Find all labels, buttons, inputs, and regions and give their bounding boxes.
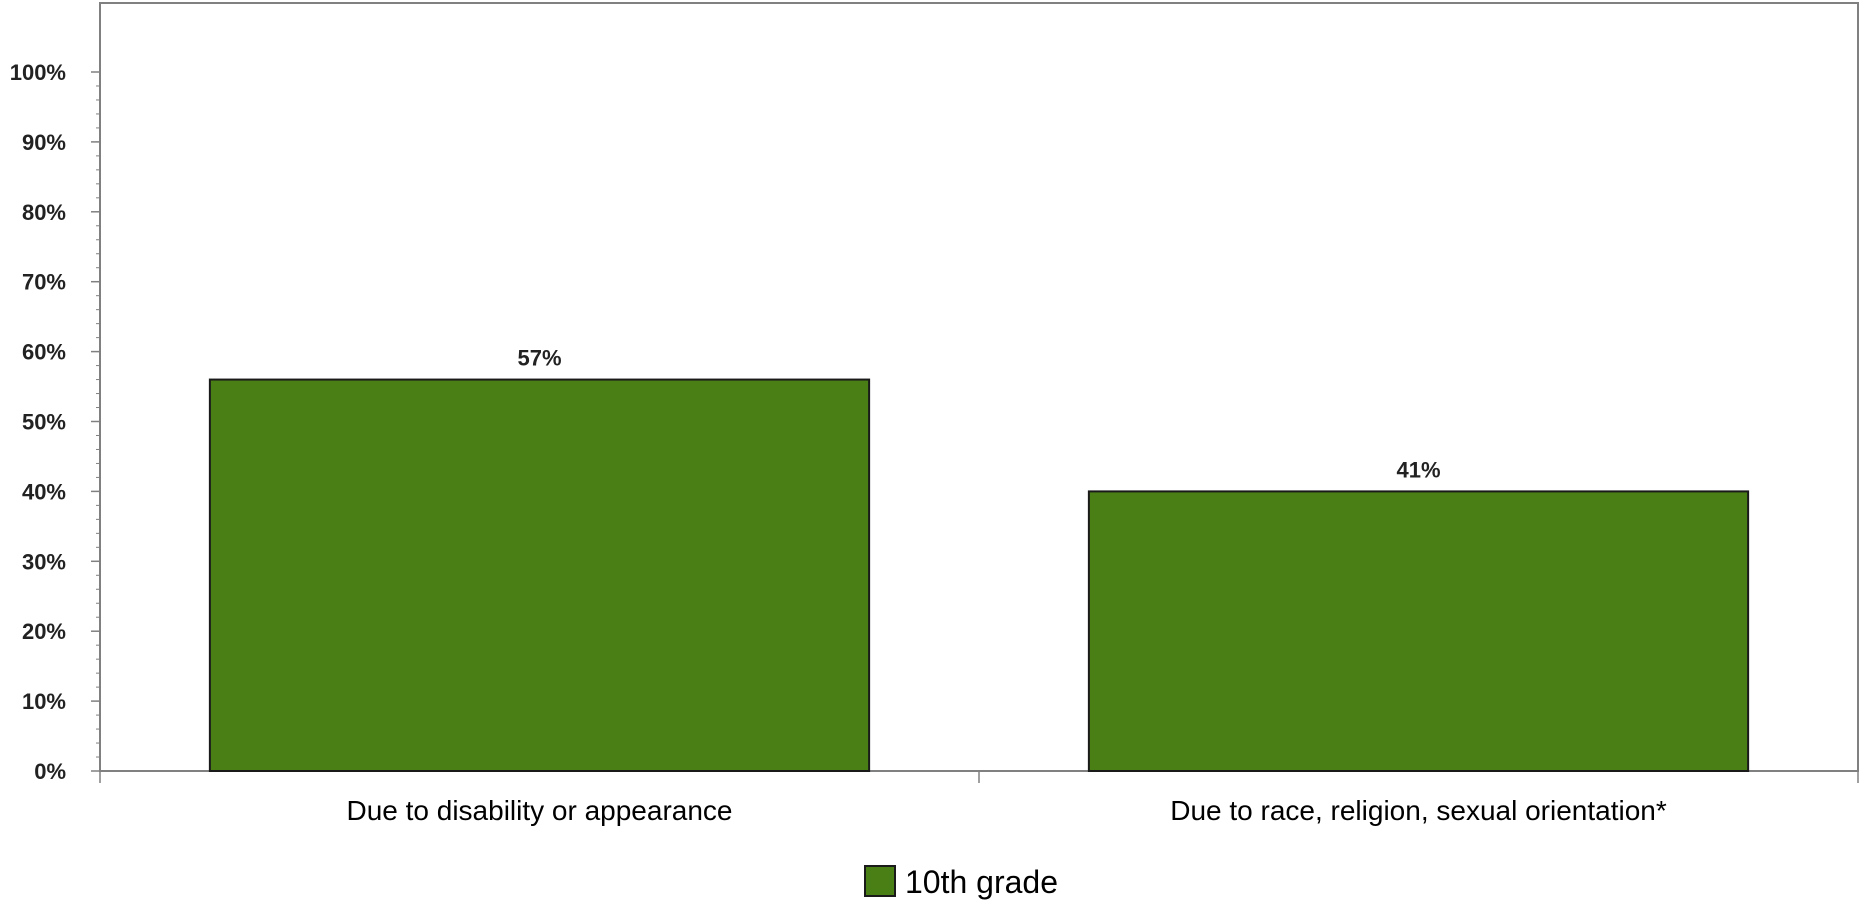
x-axis [99,770,1859,783]
bar [1087,490,1750,772]
bar-data-label: 41% [1396,457,1440,482]
category-labels-group: Due to disability or appearance Due to ra… [346,795,1666,826]
y-axis: 0% 10% 20% 30% 40% 50% 60% 70% 80% 90% 100% [10,60,100,784]
y-tick-label: 80% [22,200,66,225]
legend-swatch-10th-grade [864,865,896,897]
bars-group [208,378,1750,772]
bar [208,378,871,772]
y-tick-label: 30% [22,549,66,574]
y-tick-label: 10% [22,689,66,714]
y-tick-label: 60% [22,340,66,365]
y-tick-label: 70% [22,270,66,295]
y-tick-label: 0% [34,759,66,784]
x-category-label: Due to disability or appearance [346,795,732,826]
legend: 10th grade [864,864,1058,900]
y-tick-label: 100% [10,60,66,85]
legend-label-10th-grade: 10th grade [905,864,1058,900]
bar-data-label: 57% [517,346,561,371]
y-tick-label: 20% [22,619,66,644]
data-labels-group: 57% 41% [517,346,1440,483]
y-tick-label: 40% [22,479,66,504]
y-tick-label: 90% [22,130,66,155]
x-category-label: Due to race, religion, sexual orientatio… [1170,795,1667,826]
y-tick-label: 50% [22,410,66,435]
